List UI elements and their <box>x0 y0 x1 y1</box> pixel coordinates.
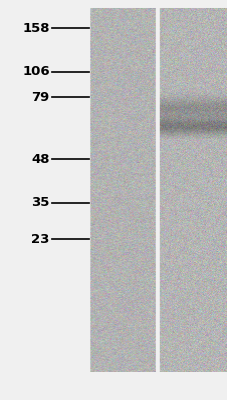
Text: 79: 79 <box>31 91 49 104</box>
Text: 48: 48 <box>31 152 49 166</box>
Text: 23: 23 <box>31 233 49 246</box>
Text: 106: 106 <box>22 65 49 78</box>
Text: 158: 158 <box>22 22 49 34</box>
Text: 35: 35 <box>31 196 49 209</box>
